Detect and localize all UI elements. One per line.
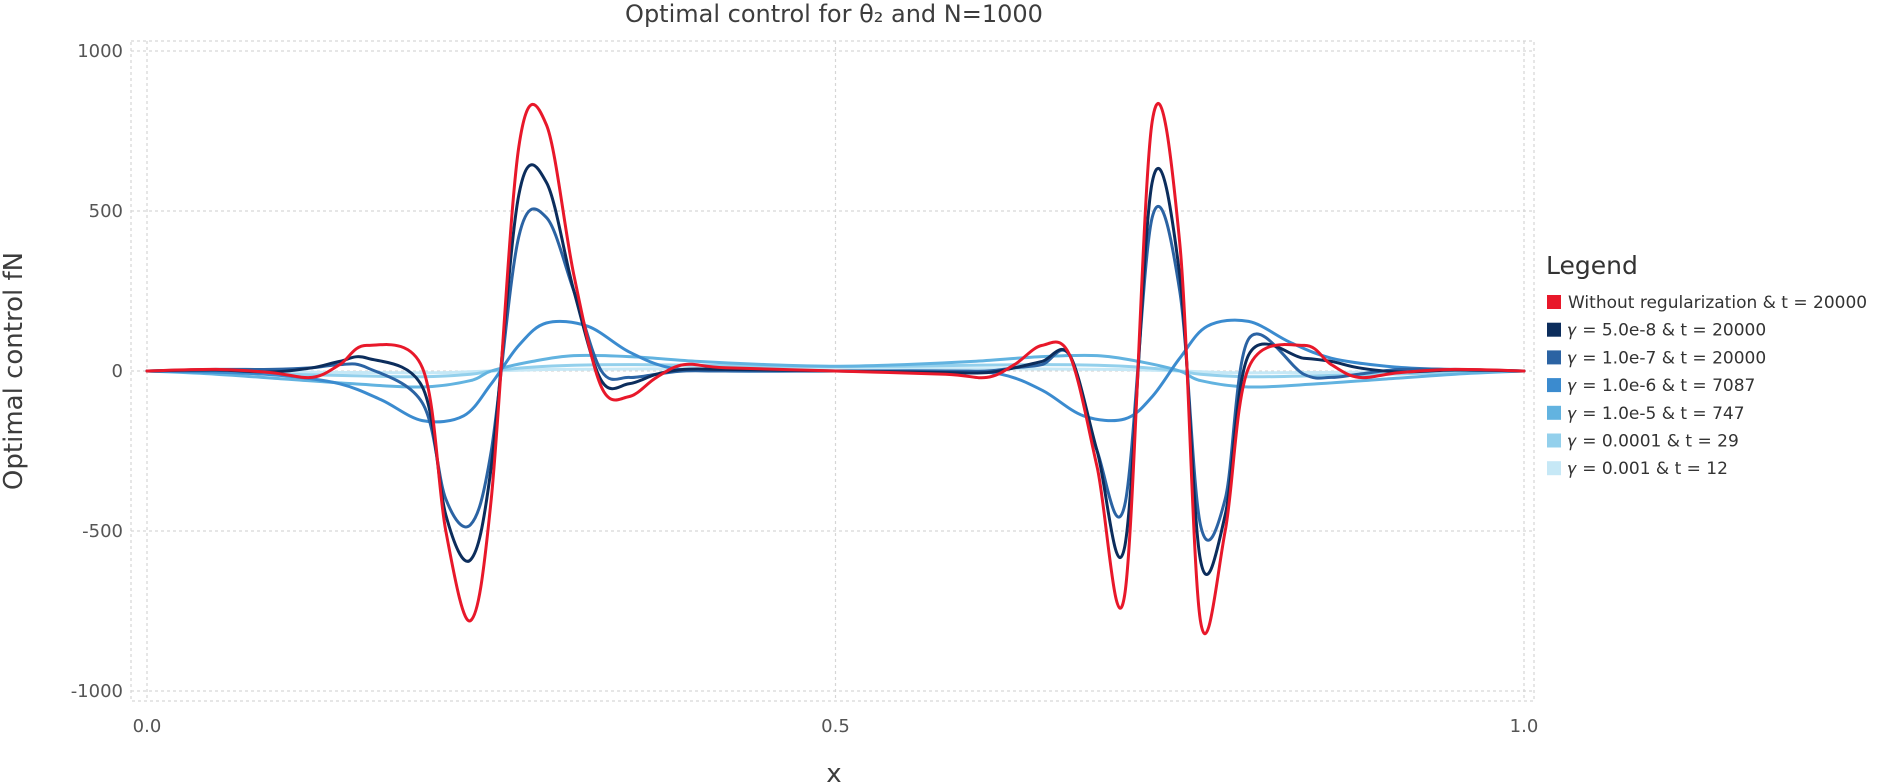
y-axis-label: Optimal control fN — [0, 252, 29, 490]
y-tick-label: -500 — [82, 521, 123, 542]
legend-entry: 𝛾 = 1.0e-5 & t = 747 — [1568, 404, 1745, 424]
y-axis-ticks: 1000 500 0 -500 -1000 — [71, 41, 123, 702]
legend-entry: Without regularization & t = 20000 — [1568, 293, 1867, 313]
legend-entry: 𝛾 = 5.0e-8 & t = 20000 — [1568, 321, 1766, 341]
legend: Legend Without regularization & t = 2000… — [1546, 251, 1867, 479]
legend-swatch — [1547, 322, 1561, 337]
x-tick-label: 0.5 — [821, 716, 850, 737]
x-axis-label: x — [826, 759, 841, 784]
legend-title: Legend — [1546, 251, 1638, 280]
y-tick-label: 500 — [89, 201, 123, 222]
series-line-no-regularization — [145, 102, 1526, 636]
legend-entry: 𝛾 = 1.0e-7 & t = 20000 — [1568, 348, 1766, 368]
legend-swatch — [1547, 378, 1561, 393]
y-tick-label: 1000 — [77, 41, 123, 62]
legend-swatch — [1547, 461, 1561, 476]
x-tick-label: 0.0 — [133, 716, 162, 737]
legend-entry: 𝛾 = 0.001 & t = 12 — [1568, 459, 1728, 479]
chart-title: Optimal control for θ₂ and N=1000 — [625, 0, 1043, 28]
x-axis-ticks: 0.0 0.5 1.0 — [133, 716, 1539, 737]
legend-swatch — [1547, 350, 1561, 365]
legend-swatch — [1547, 405, 1561, 420]
legend-entry: 𝛾 = 0.0001 & t = 29 — [1568, 432, 1739, 452]
legend-swatch — [1547, 433, 1561, 448]
y-tick-label: 0 — [112, 361, 123, 382]
legend-swatch — [1547, 295, 1561, 309]
series-line-gamma-1e-5 — [145, 353, 1526, 389]
series-lines — [145, 102, 1526, 636]
legend-entry: 𝛾 = 1.0e-6 & t = 7087 — [1568, 376, 1755, 396]
y-tick-label: -1000 — [71, 681, 123, 702]
x-tick-label: 1.0 — [1510, 716, 1539, 737]
